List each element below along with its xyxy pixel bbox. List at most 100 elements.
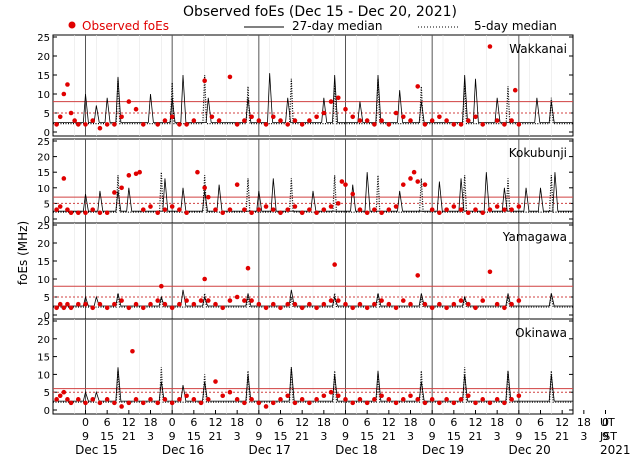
y-tick-label: 0	[44, 215, 50, 226]
observed-point	[112, 122, 117, 127]
observed-point	[270, 207, 276, 212]
y-tick-label: 25	[37, 33, 50, 44]
median5-series	[53, 367, 573, 403]
observed-point	[299, 122, 305, 127]
observed-point	[465, 118, 471, 123]
observed-point	[65, 301, 70, 307]
observed-point	[444, 118, 449, 123]
observed-point	[372, 207, 377, 212]
observed-point	[494, 301, 500, 307]
x-tick-label-jst: 3	[494, 430, 501, 443]
observed-point	[422, 400, 428, 406]
observed-point	[227, 74, 233, 80]
observed-point	[400, 114, 406, 120]
x-tick-label-jst: 21	[469, 430, 483, 443]
observed-point	[126, 305, 132, 311]
day-label: Dec 17	[249, 443, 291, 457]
observed-point	[119, 404, 124, 409]
observed-point	[465, 301, 471, 307]
observed-point	[343, 182, 348, 187]
x-tick-label-ut: 12	[295, 416, 309, 429]
observed-point	[137, 169, 142, 175]
observed-point	[444, 207, 449, 212]
observed-point	[68, 210, 74, 216]
observed-point	[350, 191, 356, 197]
observed-point	[480, 210, 486, 216]
observed-point	[220, 305, 226, 311]
observed-point	[487, 44, 493, 49]
observed-point	[516, 122, 522, 127]
observed-point	[465, 210, 471, 216]
x-tick-label-ut: 18	[144, 416, 158, 429]
observed-point	[487, 400, 493, 406]
observed-point	[220, 210, 226, 216]
x-tick-label-jst: 3	[320, 430, 327, 443]
y-tick-label: 5	[44, 199, 50, 210]
observed-point	[285, 393, 291, 399]
observed-point	[263, 122, 269, 127]
observed-point	[234, 294, 240, 300]
observed-point	[343, 106, 348, 112]
observed-point	[299, 397, 305, 402]
observed-point	[328, 298, 334, 303]
y-tick-label: 5	[44, 109, 50, 120]
observed-point	[321, 393, 327, 399]
observed-point	[155, 400, 161, 406]
observed-point	[216, 118, 222, 123]
observed-point	[444, 305, 449, 311]
station-panels: 0 5 10 15 20 25 Wakkanai 0 5 10 15 20 25 Kokubunji 0 5 1…	[37, 33, 574, 417]
x-tick-label-ut: 12	[555, 416, 569, 429]
observed-point	[90, 305, 96, 311]
observed-point	[72, 118, 77, 123]
x-tick-label-jst: 15	[360, 430, 374, 443]
observed-point	[148, 301, 153, 307]
day-label: Dec 20	[509, 443, 551, 457]
observed-point	[249, 210, 254, 216]
jst-label: JST	[599, 430, 617, 443]
observed-point	[473, 305, 478, 311]
observed-point	[465, 393, 471, 399]
x-tick-label-jst: 9	[429, 430, 436, 443]
observed-point	[198, 298, 204, 303]
observed-point	[516, 393, 522, 399]
x-tick-label-ut: 0	[342, 416, 349, 429]
observed-point	[386, 122, 392, 127]
observed-point	[494, 118, 500, 123]
y-tick-label: 20	[37, 52, 50, 63]
x-axis: 0961512211830961512211830961512211830961…	[75, 410, 631, 457]
observed-point	[285, 207, 291, 212]
observed-point	[256, 207, 262, 212]
observed-point	[437, 210, 442, 216]
x-tick-label-ut: 0	[602, 416, 609, 429]
observed-point	[372, 301, 377, 307]
observed-point	[227, 298, 233, 303]
observed-point	[148, 204, 153, 209]
observed-point	[162, 207, 168, 212]
observed-point	[502, 305, 507, 311]
observed-point	[54, 397, 59, 402]
x-tick-label-ut: 12	[122, 416, 136, 429]
observed-point	[328, 99, 334, 104]
observed-point	[65, 82, 70, 87]
x-tick-label-ut: 6	[364, 416, 371, 429]
x-tick-label-jst: 9	[602, 430, 609, 443]
observed-point	[458, 122, 464, 127]
observed-point	[57, 114, 63, 120]
observed-point	[184, 122, 189, 127]
x-tick-label-ut: 0	[82, 416, 89, 429]
observed-point	[119, 114, 124, 120]
observed-point	[220, 393, 226, 399]
median5-series	[53, 293, 573, 308]
chart-title: Observed foEs (Dec 15 - Dec 20, 2021)	[183, 4, 457, 20]
observed-point	[205, 397, 211, 402]
observed-point	[119, 185, 124, 191]
observed-point	[75, 397, 81, 402]
observed-point	[314, 210, 319, 216]
x-tick-label-ut: 12	[469, 416, 483, 429]
x-tick-label-ut: 18	[230, 416, 244, 429]
observed-point	[169, 400, 175, 406]
observed-point	[415, 397, 421, 402]
observed-point	[473, 400, 478, 406]
y-tick-label: 15	[37, 168, 50, 179]
